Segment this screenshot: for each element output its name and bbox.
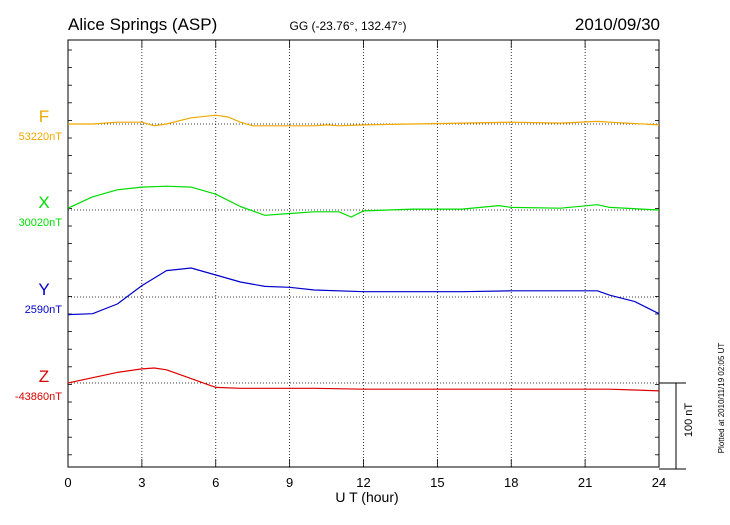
x-tick-label: 6 [212, 475, 219, 490]
x-tick-label: 18 [504, 475, 518, 490]
x-tick-label: 24 [652, 475, 666, 490]
x-tick-label: 21 [578, 475, 592, 490]
series-name-x: X [38, 193, 49, 212]
series-baseline-label-y: 2590nT [25, 304, 63, 316]
station-title: Alice Springs (ASP) [68, 15, 217, 34]
series-name-y: Y [38, 280, 49, 299]
series-name-f: F [39, 107, 49, 126]
x-axis-label: U T (hour) [335, 489, 398, 505]
x-tick-label: 15 [430, 475, 444, 490]
plotted-at-note: Plotted at 2010/11/19 02:05 UT [717, 343, 726, 454]
series-baseline-label-x: 30020nT [19, 217, 63, 229]
x-tick-label: 12 [356, 475, 370, 490]
chart-header: Alice Springs (ASP) GG (-23.76°, 132.47°… [68, 15, 660, 34]
series-name-z: Z [39, 367, 49, 386]
coordinates-label: GG (-23.76°, 132.47°) [290, 19, 407, 33]
series-baseline-label-f: 53220nT [19, 131, 63, 143]
x-tick-label: 0 [64, 475, 71, 490]
series-line-z [67, 367, 660, 392]
plot-area: F 53220nT X 30020nT Y 2590nT Z -43860nT [15, 39, 660, 468]
series-line-f [68, 114, 660, 127]
x-tick-label: 3 [138, 475, 145, 490]
x-axis: U T (hour) 0 3 6 9 12 15 18 21 24 [64, 40, 666, 505]
x-tick-label: 9 [286, 475, 293, 490]
date-label: 2010/09/30 [575, 15, 660, 34]
scale-bar: 100 nT [659, 382, 695, 470]
series-line-y [67, 267, 660, 316]
scale-bar-label: 100 nT [683, 403, 695, 438]
series-baseline-label-z: -43860nT [15, 391, 62, 403]
series-line-x [67, 185, 660, 218]
